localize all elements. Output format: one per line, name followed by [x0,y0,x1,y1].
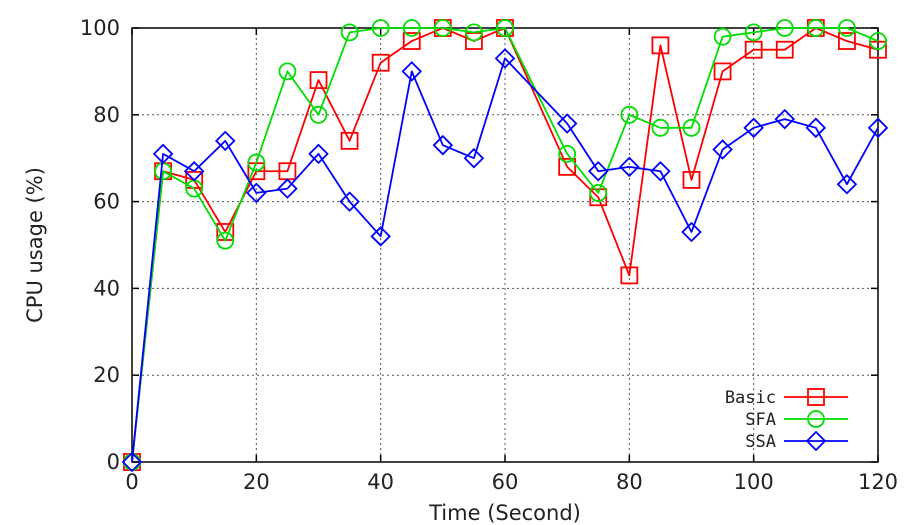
x-tick-label: 20 [243,470,270,494]
y-tick-label: 0 [107,450,120,474]
data-point-sfa [465,23,483,42]
data-point-basic [651,36,670,55]
legend-marker-sfa [807,410,825,428]
x-tick-label: 100 [734,470,774,494]
data-point-ssa [401,61,423,82]
data-point-sfa [713,27,732,46]
data-point-sfa [402,19,421,37]
data-point-sfa [216,231,235,250]
data-point-sfa [558,144,577,163]
data-point-sfa [433,19,452,37]
data-point-ssa [743,117,764,139]
series-line-ssa [131,57,879,463]
data-point-basic [869,40,887,59]
data-point-sfa [496,19,514,37]
series-layer [121,19,889,473]
data-point-ssa [494,48,516,69]
data-point-sfa [651,118,670,137]
data-point-ssa [339,191,360,212]
data-point-sfa [309,105,328,124]
data-point-sfa [775,19,794,37]
x-tick-label: 0 [125,470,138,494]
data-point-ssa [121,451,143,473]
data-point-basic [309,71,328,89]
series-line-sfa [131,27,879,463]
data-point-basic [744,40,763,59]
data-point-ssa [556,113,578,134]
data-point-basic [371,53,390,72]
data-point-basic [402,32,421,50]
data-point-sfa [682,118,701,137]
data-point-basic [620,266,639,285]
data-point-ssa [214,130,236,152]
data-point-sfa [869,32,887,50]
y-tick-label: 40 [93,276,120,300]
data-point-sfa [838,19,856,37]
data-point-sfa [371,19,390,37]
series-line-basic [131,27,879,463]
data-point-sfa [278,62,297,81]
data-point-basic [340,131,359,150]
legend-marker-ssa [805,430,827,452]
x-axis-label: Time (Second) [428,501,581,525]
legend-label-basic: Basic [725,388,776,408]
y-tick-label: 60 [93,190,120,214]
data-point-sfa [247,153,266,172]
legend-label-ssa: SSA [745,432,776,452]
data-point-basic [713,62,732,81]
y-tick-label: 20 [93,363,120,387]
data-point-basic [682,170,701,189]
data-point-ssa [183,160,205,182]
axis-ticks: 0 20 40 60 80 100 120 0 20 40 60 80 100 [80,16,898,494]
series-ssa [121,48,889,473]
x-tick-label: 80 [616,470,643,494]
data-point-ssa [277,178,298,199]
data-point-ssa [308,143,329,165]
legend-marker-basic [807,388,825,406]
data-point-ssa [432,134,454,156]
legend-label-sfa: SFA [745,410,776,430]
y-tick-label: 100 [80,16,120,40]
x-tick-label: 40 [367,470,394,494]
data-point-sfa [340,23,359,42]
data-point-ssa [619,156,640,178]
data-point-ssa [805,117,827,139]
y-axis-label: CPU usage (%) [23,167,47,323]
y-tick-label: 80 [93,103,120,127]
data-point-ssa [246,182,267,204]
data-point-ssa [681,221,702,243]
data-point-sfa [620,105,639,124]
data-point-ssa [463,147,485,169]
data-point-ssa [712,139,733,160]
data-point-ssa [587,160,609,182]
data-point-ssa [867,117,889,139]
data-point-basic [775,40,794,59]
data-point-sfa [744,23,763,42]
data-point-basic [838,32,856,50]
x-tick-label: 120 [858,470,898,494]
data-point-ssa [774,108,796,130]
data-point-ssa [370,226,391,247]
data-point-sfa [806,19,825,37]
data-point-sfa [589,184,608,202]
data-point-ssa [836,173,858,195]
x-tick-label: 60 [492,470,519,494]
data-point-basic [589,188,608,207]
data-point-ssa [650,160,671,182]
data-point-ssa [152,143,174,165]
data-point-basic [558,157,577,176]
